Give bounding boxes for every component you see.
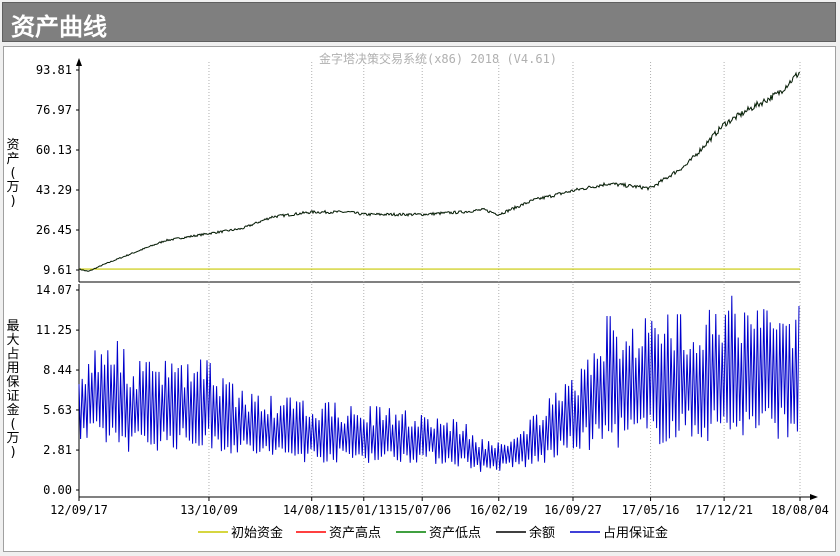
- axis-title-glyph: ): [10, 445, 15, 460]
- asset-y-tick-label: 9.61: [43, 263, 72, 277]
- asset-y-tick-label: 60.13: [36, 143, 72, 157]
- legend-label: 资产高点: [329, 525, 381, 541]
- margin-y-tick-label: 5.63: [43, 403, 72, 417]
- axis-title-glyph: 大: [6, 333, 19, 348]
- chart-panel: [3, 46, 836, 552]
- axis-title-glyph: 保: [6, 375, 19, 390]
- axis-title-glyph: (: [10, 417, 15, 432]
- margin-y-tick-label: 11.25: [36, 323, 72, 337]
- asset-y-tick-label: 93.81: [36, 63, 72, 77]
- asset-y-axis-title: 资产(万): [6, 138, 19, 209]
- axis-title-glyph: 最: [6, 319, 19, 334]
- asset-y-tick-label: 76.97: [36, 103, 72, 117]
- x-axis-arrow: [810, 494, 818, 500]
- window-titlebar: 资产曲线: [2, 2, 836, 42]
- axis-title-glyph: 金: [6, 402, 19, 418]
- x-tick-label: 17/12/21: [695, 503, 753, 517]
- legend-label: 资产低点: [429, 526, 481, 541]
- legend-label: 占用保证金: [603, 525, 668, 541]
- asset-y-tick-label: 26.45: [36, 223, 72, 237]
- margin-y-tick-label: 14.07: [36, 283, 72, 297]
- window-title: 资产曲线: [11, 12, 107, 41]
- balance-line: [78, 71, 801, 272]
- x-tick-label: 15/07/06: [393, 503, 451, 517]
- x-tick-label: 16/09/27: [544, 503, 602, 517]
- legend-label: 余额: [529, 525, 555, 541]
- x-tick-label: 17/05/16: [622, 503, 680, 517]
- axis-title-glyph: 证: [6, 389, 19, 404]
- x-tick-label: 16/02/19: [470, 503, 528, 517]
- axis-title-glyph: 用: [6, 361, 19, 376]
- axis-title-glyph: 占: [6, 347, 19, 362]
- axis-title-glyph: (: [10, 166, 15, 181]
- axis-title-glyph: 万: [6, 431, 19, 446]
- margin-y-tick-label: 2.81: [43, 443, 72, 457]
- axis-title-glyph: 万: [6, 180, 19, 195]
- x-tick-label: 13/10/09: [180, 503, 238, 517]
- axis-title-glyph: 产: [6, 152, 19, 167]
- asset-y-axis-arrow: [76, 58, 82, 66]
- axis-title-glyph: 资: [6, 138, 19, 153]
- asset-y-tick-label: 43.29: [36, 183, 72, 197]
- axis-title-glyph: ): [10, 194, 15, 209]
- asset-low-line: [78, 72, 801, 272]
- x-tick-label: 12/09/17: [50, 503, 108, 517]
- x-tick-label: 15/01/13: [335, 503, 393, 517]
- margin-y-tick-label: 8.44: [43, 363, 72, 377]
- margin-y-tick-label: 0.00: [43, 483, 72, 497]
- x-tick-label: 14/08/11: [283, 503, 341, 517]
- margin-usage-line: [78, 295, 800, 472]
- chart-subtitle: 金字塔决策交易系统(x86) 2018 (V4.61): [319, 51, 557, 66]
- legend-label: 初始资金: [231, 525, 283, 541]
- x-tick-label: 18/08/04: [771, 503, 829, 517]
